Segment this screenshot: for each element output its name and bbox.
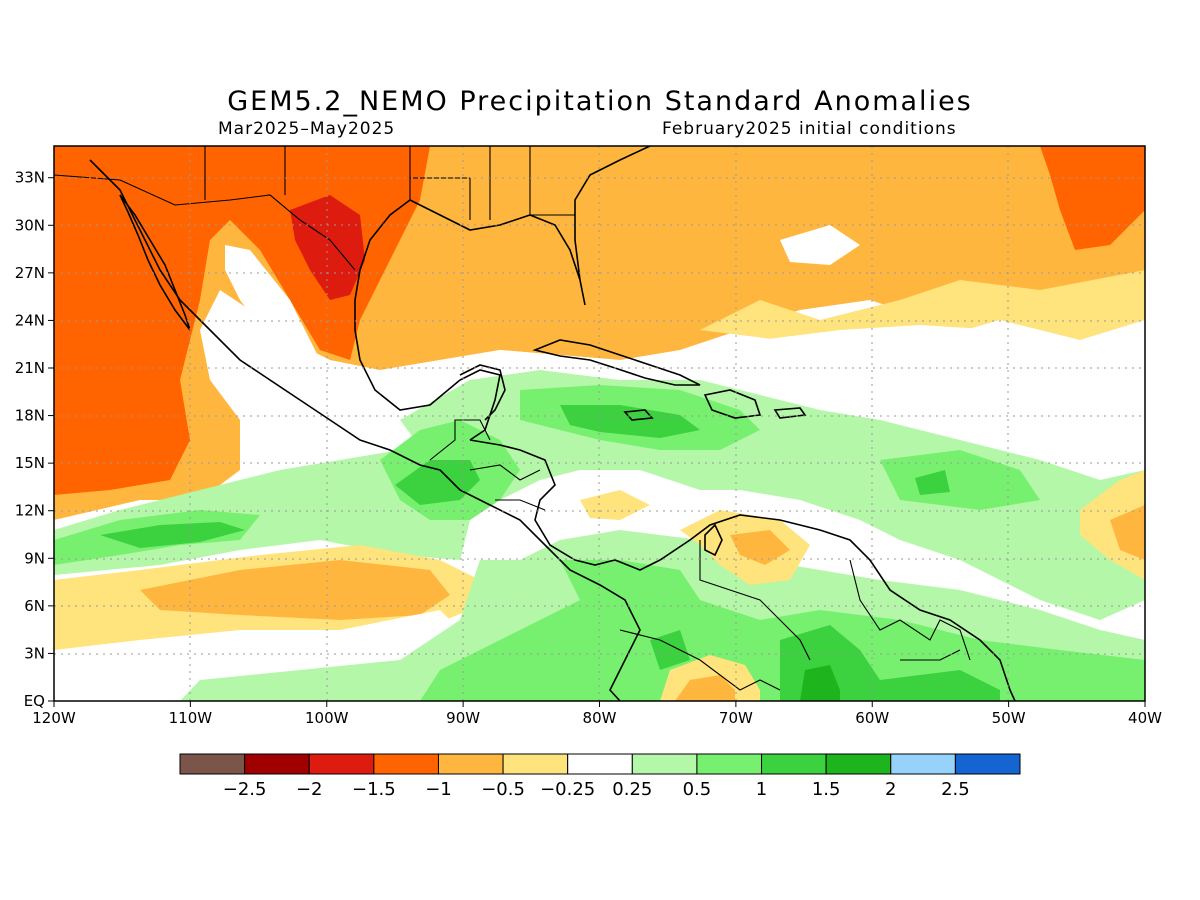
lat-tick-label: 30N <box>15 216 45 234</box>
lat-tick-label: 15N <box>15 454 45 472</box>
legend-swatch <box>954 753 1021 775</box>
dry-band-pacific-core <box>140 560 450 620</box>
legend-swatch <box>696 753 763 775</box>
strong-wet-atlantic-core <box>915 470 950 495</box>
lon-tick-label: 60W <box>855 709 889 727</box>
dry-region-northeast <box>1040 146 1145 250</box>
coastline-cuba <box>532 339 701 386</box>
coastline-hispaniola <box>703 389 762 419</box>
border-colombia-venezuela <box>699 540 811 661</box>
legend-swatch <box>631 753 698 775</box>
very-wet-core <box>800 665 840 701</box>
legend-label: −2 <box>296 779 323 800</box>
legend-label: −0.25 <box>540 779 595 800</box>
legend-swatch <box>244 753 310 775</box>
legend-swatch <box>567 753 633 775</box>
lon-tick-label: 90W <box>446 709 480 727</box>
lon-tick-label: 50W <box>992 709 1026 727</box>
coastlines <box>89 146 1016 701</box>
legend-label: −2.5 <box>223 779 267 800</box>
legend-swatch <box>761 753 827 775</box>
lon-tick-label: 100W <box>305 709 349 727</box>
coastline-pacific-mexico <box>89 159 641 701</box>
legend-label: 0.5 <box>683 779 712 800</box>
color-legend: −2.5 −2 −1.5 −1 −0.5 −0.25 0.25 0.5 1 1.5 2 2.5 <box>179 753 1021 800</box>
political-borders <box>54 146 971 691</box>
lat-tick-label: 24N <box>15 311 45 329</box>
legend-swatch <box>502 753 569 775</box>
legend-swatch <box>437 753 504 775</box>
latitude-axis: EQ 3N 6N 9N 12N 15N 18N 21N 24N 27N 30N 33N <box>15 169 54 710</box>
border-us-mexico <box>54 174 356 271</box>
lon-tick-label: 70W <box>719 709 753 727</box>
legend-label: 2 <box>885 779 896 800</box>
strong-wet-pacific-core <box>100 522 245 548</box>
lat-tick-label: 3N <box>24 644 45 662</box>
moderate-wet-colombia <box>560 560 700 630</box>
legend-label: 1 <box>756 779 767 800</box>
border-south-america-interior <box>619 559 971 691</box>
neutral-strip-gulf-california <box>225 245 320 380</box>
map-title: GEM5.2_NEMO Precipitation Standard Anoma… <box>227 86 973 117</box>
legend-label: 0.25 <box>612 779 652 800</box>
lon-tick-label: 120W <box>32 709 76 727</box>
legend-swatch <box>825 753 892 775</box>
legend-label: −1.5 <box>352 779 396 800</box>
dry-patch-venezuela-core <box>730 530 790 565</box>
weak-dry-fringe <box>700 270 1145 340</box>
coastline-lake-maracaibo <box>704 523 723 557</box>
coastline-yucatan <box>459 364 506 421</box>
lon-tick-label: 80W <box>583 709 617 727</box>
longitude-axis: 120W 110W 100W 90W 80W 70W 60W 50W 40W <box>32 701 1162 727</box>
lat-tick-label: 21N <box>15 359 45 377</box>
lat-tick-label: 6N <box>24 597 45 615</box>
strong-wet-central-america <box>395 460 480 505</box>
coastline-gulf-mexico <box>354 199 501 441</box>
coastline-us-gulf <box>409 146 651 306</box>
lon-tick-label: 110W <box>169 709 213 727</box>
legend-swatch <box>373 753 439 775</box>
legend-label: 1.5 <box>812 779 841 800</box>
dry-patch-east-atlantic-core <box>1110 505 1145 560</box>
very-dry-core-mexico <box>290 195 365 300</box>
anomaly-field <box>54 146 1145 701</box>
dry-patch-ecuador-core <box>675 675 735 701</box>
lat-tick-label: 33N <box>15 169 45 187</box>
lon-tick-label: 40W <box>1128 709 1162 727</box>
lat-tick-label: EQ <box>24 692 45 710</box>
dry-patch-caribbean-small <box>580 490 650 520</box>
strong-wet-caribbean <box>560 405 700 438</box>
lat-tick-label: 18N <box>15 407 45 425</box>
coastline-puerto-rico <box>773 407 807 419</box>
lat-tick-label: 27N <box>15 264 45 282</box>
lat-tick-label: 12N <box>15 502 45 520</box>
lat-tick-label: 9N <box>24 549 45 567</box>
initial-conditions: February2025 initial conditions <box>662 119 957 139</box>
legend-swatch <box>308 753 375 775</box>
neutral-patch-atlantic <box>780 225 860 265</box>
legend-label: −1 <box>425 779 452 800</box>
legend-label: −0.5 <box>481 779 525 800</box>
legend-label: 2.5 <box>941 779 970 800</box>
forecast-period: Mar2025–May2025 <box>218 119 396 139</box>
coastline-jamaica <box>623 409 654 421</box>
legend-swatch <box>179 753 246 775</box>
border-guatemala <box>429 419 491 461</box>
legend-swatch <box>890 753 956 775</box>
border-central-america <box>469 464 546 511</box>
grid-lines <box>54 146 1145 701</box>
coastline-caribbean-central-america <box>469 439 1016 701</box>
